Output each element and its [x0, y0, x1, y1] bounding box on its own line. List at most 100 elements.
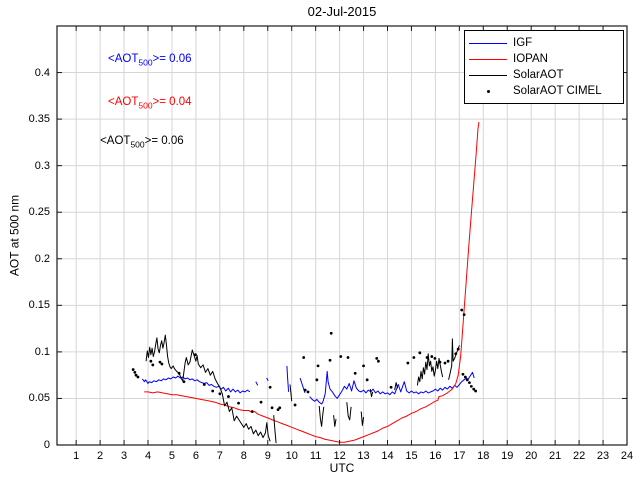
x-tick-label: 5 — [168, 450, 176, 462]
x-tick-label: 20 — [525, 450, 538, 462]
cimel-dot — [268, 385, 272, 389]
x-tick-label: 14 — [381, 450, 394, 462]
dot-sample — [486, 89, 490, 93]
x-tick-label: 15 — [405, 450, 418, 462]
axes-frame — [56, 25, 628, 446]
legend-label: IOPAN — [513, 53, 548, 65]
line-sample — [469, 58, 507, 60]
x-tick-label: 2 — [97, 450, 104, 462]
cimel-dot — [211, 389, 215, 393]
mean-aot-annotation-2: <AOT500>= 0.04 — [108, 96, 192, 110]
legend-item-iopan: IOPAN — [465, 51, 623, 67]
x-tick-label: 12 — [333, 450, 346, 462]
y-tick-label: 0.3 — [34, 159, 50, 172]
x-tick-label: 1 — [73, 450, 80, 462]
annotation-text: >= 0.06 — [152, 53, 192, 66]
cimel-dot — [302, 356, 306, 359]
cimel-dot — [353, 371, 357, 375]
series-iopan-line — [144, 121, 480, 443]
series-solaraot-line — [289, 384, 293, 402]
cimel-dot — [182, 380, 186, 384]
cimel-dot — [131, 368, 135, 371]
series-solaraot-line — [360, 411, 365, 426]
y-tick-label: 0.35 — [28, 113, 50, 126]
cimel-dot — [346, 356, 350, 359]
legend-item-solaraot: SolarAOT — [465, 67, 623, 83]
cimel-dot — [316, 364, 320, 368]
y-tick-label: 0.2 — [34, 252, 50, 265]
cimel-dot — [362, 364, 365, 368]
x-tick-label: 9 — [264, 450, 271, 462]
y-tick-label: 0.15 — [28, 299, 50, 312]
x-tick-label: 18 — [477, 450, 490, 462]
chart-title: 02-Jul-2015 — [307, 4, 377, 19]
mean-aot-annotation-3: <AOT500>= 0.06 — [100, 135, 184, 149]
x-tick-label: 21 — [549, 450, 562, 462]
cimel-dot — [151, 363, 155, 367]
cimel-dot — [418, 351, 422, 355]
cimel-dot — [202, 383, 206, 386]
mean-aot-annotation-1: <AOT500>= 0.06 — [108, 53, 192, 67]
series-igf-line — [255, 381, 259, 386]
x-tick-label: 22 — [572, 450, 586, 462]
annotation-text: <AOT — [100, 135, 131, 148]
x-tick-label: 11 — [309, 450, 322, 462]
legend-label: SolarAOT CIMEL — [513, 85, 602, 97]
series-solaraot-line — [145, 334, 271, 442]
line-sample — [469, 42, 507, 44]
x-tick-label: 13 — [357, 450, 370, 462]
cimel-dot — [306, 390, 310, 394]
cimel-dot — [237, 401, 240, 405]
annotation-text: 500 — [138, 100, 153, 111]
cimel-dot — [303, 388, 307, 392]
cimel-dot — [443, 361, 447, 365]
cimel-dot — [134, 373, 138, 377]
x-tick-label: 3 — [120, 450, 128, 462]
line-sample — [469, 74, 507, 76]
y-tick-label: 0.1 — [34, 345, 50, 358]
y-tick-label: 0 — [43, 439, 50, 451]
x-axis-label: UTC — [329, 461, 355, 475]
cimel-dot — [446, 359, 450, 363]
legend: IGF IOPAN SolarAOT SolarAOT CIMEL — [464, 30, 624, 104]
cimel-dot — [293, 403, 297, 407]
cimel-dot — [158, 360, 162, 364]
legend-label: SolarAOT — [513, 69, 564, 81]
cimel-dot — [454, 352, 458, 356]
annotation-text: 500 — [138, 57, 153, 68]
cimel-dot — [425, 356, 429, 359]
cimel-dot — [136, 375, 140, 379]
series-solaraot-line — [273, 415, 277, 444]
x-tick-label: 19 — [501, 450, 514, 462]
series-solaraot-line — [346, 402, 352, 421]
cimel-dot — [406, 361, 410, 365]
cimel-dot — [315, 378, 319, 382]
series-solaraot-line — [416, 353, 444, 386]
cimel-dot — [460, 308, 464, 312]
cimel-dot — [328, 358, 332, 362]
cimel-dot — [375, 357, 379, 360]
x-tick-label: 6 — [192, 450, 199, 462]
cimel-dot — [329, 331, 333, 335]
cimel-dot — [389, 385, 393, 389]
cimel-dot — [177, 371, 181, 375]
cimel-dot — [259, 400, 263, 404]
cimel-dot — [194, 353, 197, 357]
x-tick-label: 8 — [240, 450, 247, 462]
x-tick-label: 16 — [429, 450, 442, 462]
cimel-dot — [433, 357, 437, 360]
cimel-dot — [250, 410, 254, 413]
annotation-text: <AOT — [108, 96, 139, 109]
cimel-dot — [218, 392, 222, 396]
cimel-dot — [339, 355, 343, 358]
cimel-dot — [278, 406, 282, 410]
cimel-dot — [468, 381, 471, 385]
cimel-dot — [270, 406, 274, 410]
legend-line-swatch — [465, 74, 511, 76]
cimel-dot — [160, 362, 164, 366]
x-tick-label: 4 — [144, 450, 152, 462]
y-tick-label: 0.4 — [34, 66, 50, 79]
cimel-dot — [465, 378, 469, 382]
y-tick-label: 0.05 — [28, 392, 50, 405]
